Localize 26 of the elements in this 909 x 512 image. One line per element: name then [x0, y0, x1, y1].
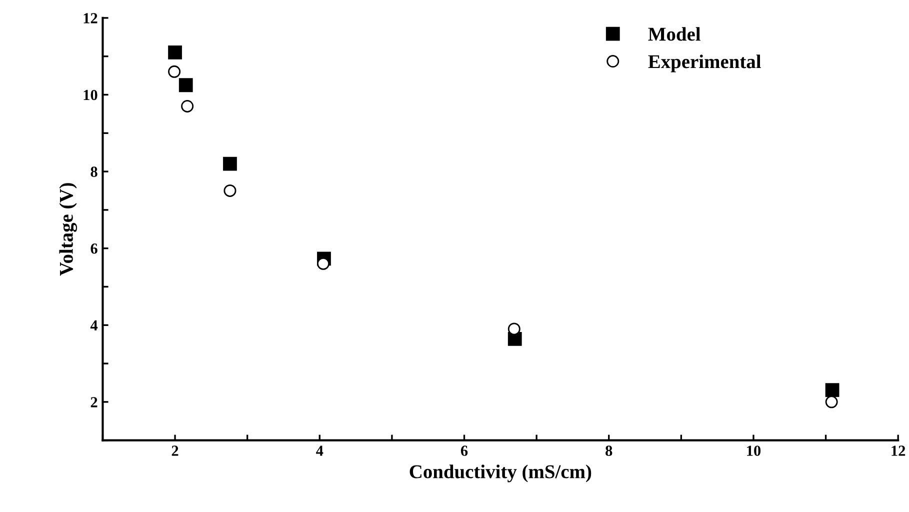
point: [508, 322, 520, 336]
y-axis-title: Voltage (V): [59, 183, 78, 276]
x-tick-label: 10: [747, 446, 761, 456]
y-tick-label: 6: [90, 244, 98, 254]
point: [168, 46, 182, 60]
point: [825, 383, 840, 397]
x-tick-label: 8: [606, 446, 612, 456]
point: [223, 156, 237, 171]
y-tick-label: 10: [84, 90, 98, 100]
x-tick-label: 6: [460, 446, 468, 456]
point: [181, 100, 194, 112]
legend-label: Model: [648, 27, 700, 41]
y-tick-label: 8: [90, 166, 98, 177]
y-tick-label: 4: [90, 320, 98, 330]
point: [825, 396, 838, 408]
point: [317, 257, 330, 270]
point: [178, 78, 193, 92]
x-axis-title: Conductivity (mS/cm): [410, 464, 592, 482]
x-tick-label: 2: [172, 446, 178, 456]
y-tick-label: 2: [90, 397, 98, 408]
x-tick-label: 4: [316, 446, 324, 456]
x-tick-label: 12: [892, 446, 906, 456]
y-tick-label: 12: [84, 13, 98, 24]
legend-label: Experimental: [648, 54, 761, 72]
point: [168, 65, 181, 78]
point: [224, 184, 236, 197]
